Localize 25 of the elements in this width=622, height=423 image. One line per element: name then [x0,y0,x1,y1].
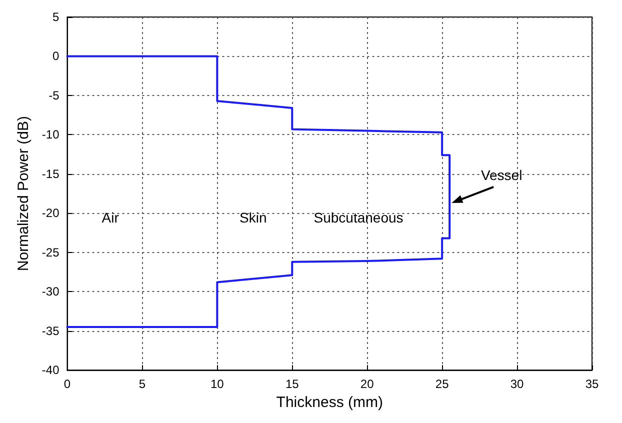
annotation: Air [102,209,120,226]
y-tick-label: 5 [52,10,60,24]
y-tick-label: -40 [42,363,60,378]
y-tick-label: -35 [42,324,60,338]
x-tick-label: 35 [585,377,599,392]
y-tick-label: -25 [42,245,60,260]
x-tick-label: 20 [360,377,374,392]
annotation: Skin [240,209,267,226]
x-tick-label: 10 [210,377,224,392]
y-tick-label: -5 [48,88,60,102]
y-tick-label: -10 [42,128,60,142]
y-tick-label: -30 [42,284,60,299]
x-tick-label: 5 [138,377,146,392]
line-series [66,55,451,328]
y-tick-label: -20 [42,206,60,220]
x-axis-title: Thickness (mm) [276,394,383,411]
x-tick-label: 30 [510,377,524,392]
x-tick-label: 0 [64,377,71,392]
y-axis-title: Normalized Power (dB) [15,116,32,272]
x-tick-label: 25 [435,377,450,392]
annotation: Subcutaneous [314,209,404,226]
y-tick-label: 0 [52,49,60,64]
y-tick-label: -15 [42,166,60,181]
annotation: Vessel [480,166,522,183]
x-tick-label: 15 [285,377,300,392]
